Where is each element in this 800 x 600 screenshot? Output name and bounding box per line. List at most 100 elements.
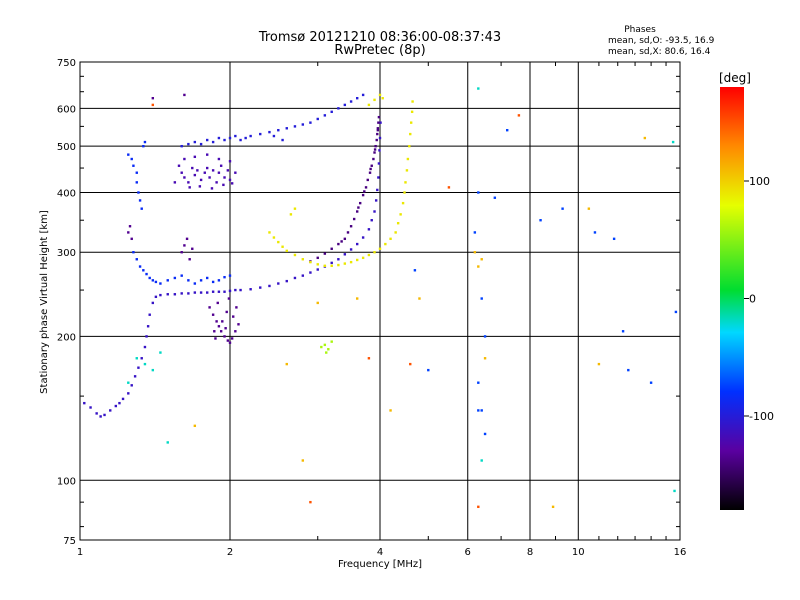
data-point [214,337,217,340]
data-point [151,96,155,100]
data-point [370,219,373,222]
data-point [418,297,421,300]
data-point [234,288,237,292]
data-point [369,167,372,171]
data-point [103,413,106,417]
y-tick-label: 75 [63,536,76,547]
data-point [216,301,219,305]
data-point [281,245,284,248]
data-point [277,240,280,244]
x-axis-label: Frequency [MHz] [338,559,422,570]
data-point [227,297,231,300]
data-point [159,293,162,297]
data-point [208,176,211,179]
data-point [293,125,297,128]
data-point [159,282,162,285]
data-point [83,401,86,405]
data-point [148,313,151,316]
data-point [480,409,483,412]
data-point [135,357,138,360]
data-point [539,219,542,222]
data-point [337,258,340,261]
data-point [187,279,190,282]
colorbar-ticks: 100 0 -100 [744,175,774,423]
data-point [409,132,412,136]
data-point [285,279,288,283]
data-point [127,231,130,234]
data-point [132,164,135,167]
data-point [180,251,183,254]
data-point [285,362,288,366]
data-point [405,169,409,172]
data-point [346,231,350,234]
data-point [361,93,365,97]
data-point [196,169,199,172]
data-point [316,268,319,271]
data-point [154,295,158,299]
data-point [366,178,369,182]
data-point [561,207,564,210]
data-point [293,253,297,257]
data-point [376,127,380,130]
data-point [301,258,305,261]
data-point [376,128,380,132]
data-point [203,171,206,174]
data-point [226,339,230,342]
chart-axes: 1 2 4 6 8 10 16 75 100 200 300 400 500 600 750 [57,58,686,558]
data-point [193,173,197,177]
data-point [367,253,371,257]
data-point [671,140,675,144]
data-point [132,251,135,254]
data-point [477,381,480,384]
data-point [323,264,327,267]
data-point [130,237,133,241]
data-point [145,272,148,276]
data-point [187,181,190,184]
data-point [285,127,288,130]
data-point [234,330,237,333]
data-point [674,310,678,314]
data-point [349,225,353,228]
data-point [177,164,181,167]
data-point [166,293,169,296]
data-point [193,140,197,144]
y-axis-label: Stationary phase Virtual Height [km] [39,210,50,394]
data-point [211,313,215,316]
data-point [480,459,483,462]
data-point [151,301,155,305]
data-point [427,368,430,372]
data-point [372,157,375,161]
data-point [154,280,158,284]
data-point [180,274,183,277]
data-point [183,93,186,97]
data-point [403,191,406,194]
data-point [215,181,218,184]
data-point [208,306,211,309]
data-point [409,121,413,124]
data-point [183,244,186,247]
scatter-points [83,87,678,509]
data-point [211,290,215,293]
data-point [199,291,203,294]
data-point [191,166,194,170]
data-point [142,269,145,272]
data-point [330,264,333,267]
data-point [205,138,209,142]
data-point [349,260,353,264]
data-point [259,286,262,289]
data-point [505,128,509,132]
data-point [198,185,202,188]
data-point [143,362,147,366]
data-point [389,237,392,241]
data-point [413,269,417,272]
data-point [323,343,327,347]
data-point [316,301,319,305]
data-point [330,261,333,265]
data-point [367,103,371,107]
data-point [337,263,340,267]
data-point [483,335,487,338]
data-point [587,207,591,210]
data-point [199,142,203,146]
data-point [343,237,347,241]
colorbar-label: [deg] [719,71,751,85]
